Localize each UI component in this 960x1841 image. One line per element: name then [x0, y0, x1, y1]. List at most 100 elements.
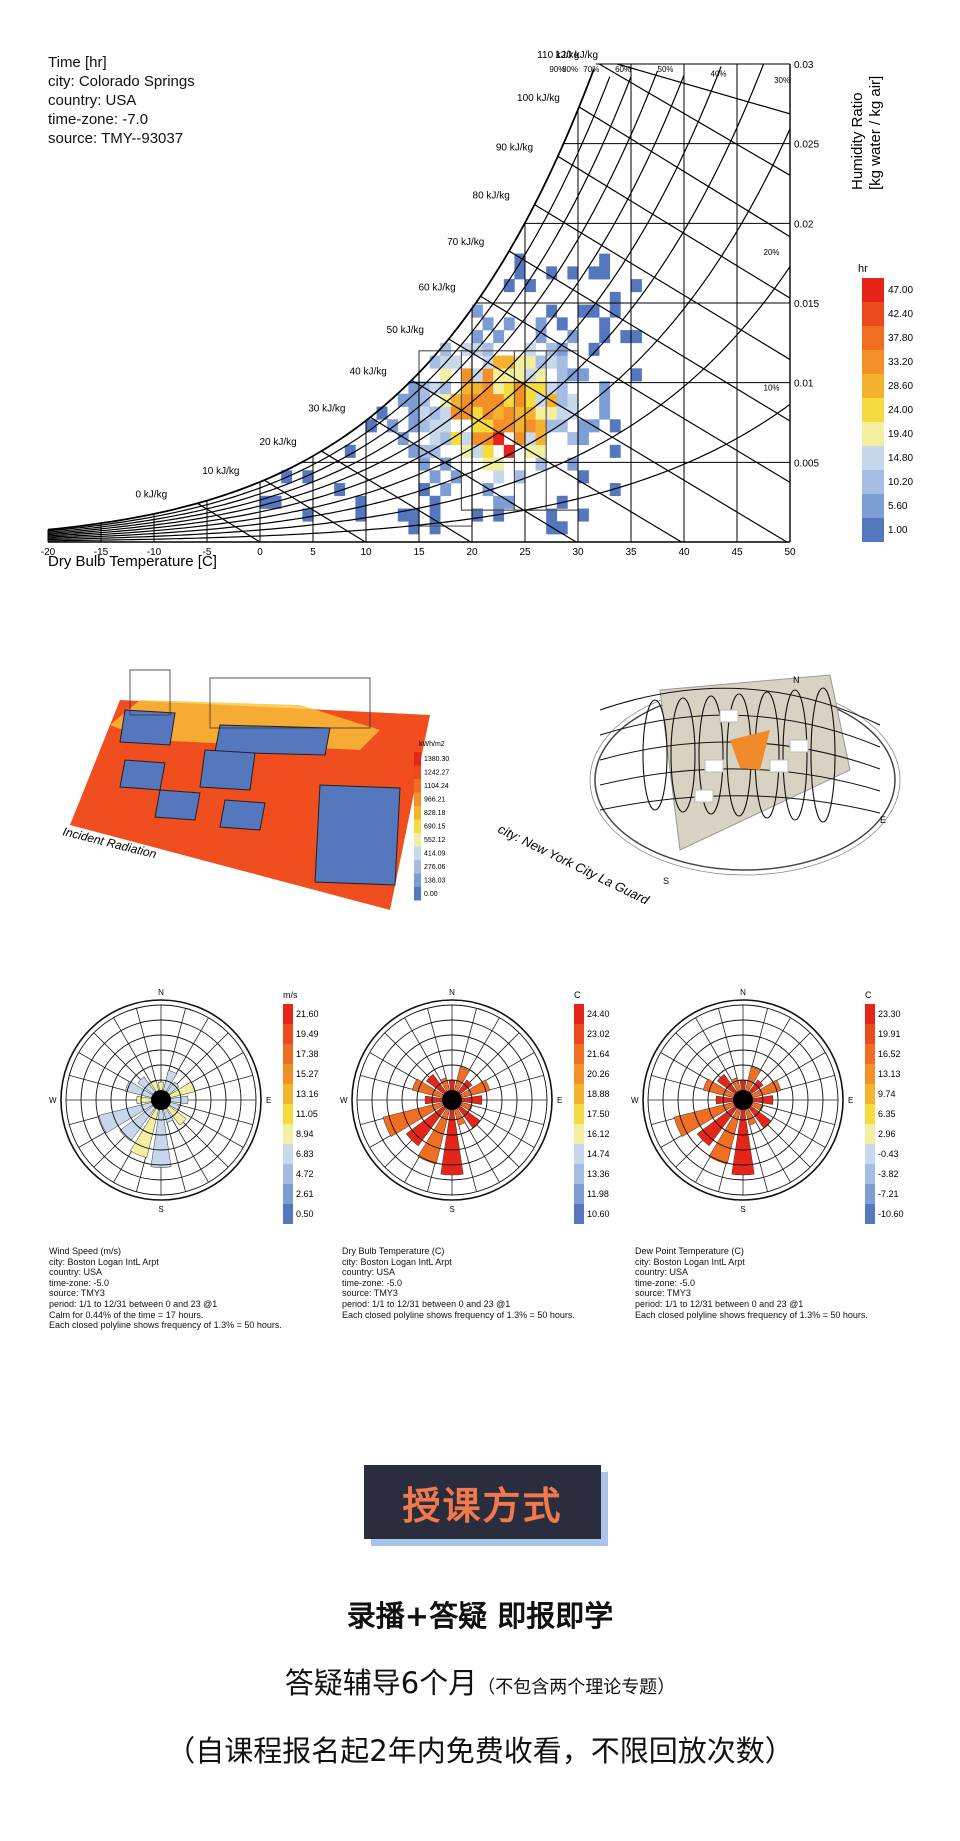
heatmap-cell: [472, 444, 483, 458]
rose-legend-swatch: [865, 1184, 875, 1204]
y-tick-label: 0.015: [794, 299, 819, 310]
legend-unit: hr: [858, 263, 868, 275]
heatmap-cell: [631, 368, 642, 382]
rose-petal: [417, 1099, 453, 1165]
heatmap-cell: [514, 419, 526, 433]
heatmap-cell: [503, 381, 515, 395]
y-tick-label: 0.03: [794, 60, 814, 71]
heatmap-cell: [408, 393, 420, 407]
legend-value: 42.40: [888, 309, 913, 320]
heatmap-cell: [556, 406, 568, 420]
heatmap-cell: [578, 470, 589, 484]
heatmap-cell: [599, 317, 611, 331]
rh-label: 50%: [658, 65, 674, 74]
meta-line: time-zone: -7.0: [48, 111, 149, 128]
enthalpy-label: 120 kJ/kg: [555, 50, 598, 61]
heatmap-cell: [429, 444, 441, 458]
heatmap-cell: [440, 457, 452, 471]
y-tick-label: 0.025: [794, 140, 819, 151]
heatmap-cell: [535, 406, 547, 420]
enthalpy-line: [321, 450, 472, 543]
heatmap-cell: [588, 266, 600, 280]
enthalpy-line: [578, 106, 791, 238]
heatmap-cell: [429, 406, 441, 420]
psychrometric-meta: Time [hr] city: Colorado Springs country…: [48, 53, 195, 148]
rose-legend-value: 16.52: [878, 1049, 901, 1059]
radiation-legend-swatch: [414, 819, 421, 833]
rose-legend-value: 19.91: [878, 1029, 901, 1039]
meta-line: country: USA: [49, 1267, 103, 1278]
rose-direction-e: E: [557, 1096, 562, 1105]
meta-line: Dry Bulb Temperature (C): [342, 1246, 445, 1256]
rose-legend-swatch: [574, 1024, 584, 1044]
heatmap-cell: [376, 406, 388, 420]
rose-legend-value: 15.27: [296, 1069, 319, 1079]
sun-path-loop: [782, 689, 808, 821]
rose-legend-swatch: [283, 1104, 293, 1124]
rose-legend-value: 23.02: [587, 1029, 610, 1039]
rose-ring: [707, 1064, 779, 1136]
meta-line: country: USA: [635, 1267, 689, 1278]
rose-legend-swatch: [283, 1204, 293, 1224]
radiation-legend-value: 0.00: [424, 891, 438, 898]
heatmap-cell: [609, 483, 621, 497]
heatmap-cell: [387, 419, 399, 433]
rose-legend-value: 9.74: [878, 1089, 896, 1099]
rose-petal: [129, 1099, 162, 1158]
building-outline: [209, 677, 371, 729]
direction-north: N: [793, 675, 800, 685]
relative-humidity-curve: [47, 68, 595, 531]
heatmap-cell: [461, 368, 473, 382]
heatmap-cell: [503, 317, 515, 331]
rose-legend-value: 10.60: [587, 1209, 610, 1219]
rose-legend-swatch: [865, 1004, 875, 1024]
heatmap-cell: [429, 470, 441, 484]
enthalpy-label: 30 kJ/kg: [308, 403, 345, 414]
rose-legend-swatch: [283, 1064, 293, 1084]
heatmap-cell: [609, 444, 621, 458]
heatmap-cell: [535, 444, 547, 458]
meta-line: country: USA: [342, 1267, 396, 1278]
sun-path-arc: [599, 795, 881, 814]
heatmap-cell: [599, 406, 611, 420]
heatmap-cell: [472, 406, 483, 420]
x-tick-label: 50: [784, 547, 796, 558]
heatmap-cell: [609, 304, 621, 318]
x-tick-label: 45: [731, 547, 743, 558]
heatmap-cell: [450, 393, 462, 407]
rose-petal: [451, 1095, 483, 1105]
meta-line: source: TMY3: [635, 1288, 691, 1299]
enthalpy-label: 90 kJ/kg: [496, 142, 533, 153]
legend-swatch: [862, 494, 884, 518]
rose-direction-n: N: [449, 988, 455, 997]
heatmap-cell: [514, 253, 526, 267]
rose-legend-swatch: [283, 1084, 293, 1104]
heatmap-cell: [440, 432, 452, 446]
heatmap-cell: [493, 495, 505, 509]
heatmap-cell: [366, 419, 377, 433]
radiation-legend-value: 1380.30: [424, 756, 449, 763]
rose-legend-value: 0.50: [296, 1209, 314, 1219]
heatmap-cell: [461, 393, 473, 407]
rose-meta-dewpoint: Dew Point Temperature (C) city: Boston L…: [635, 1246, 868, 1320]
heatmap-cell: [503, 406, 515, 420]
heatmap-cell: [535, 330, 547, 344]
heatmap-cell: [556, 317, 568, 331]
legend-swatch: [862, 398, 884, 422]
rose-direction-s: S: [740, 1205, 745, 1214]
rose-legend-swatch: [574, 1204, 584, 1224]
heatmap-cell: [472, 304, 483, 318]
heatmap-cell: [440, 342, 452, 356]
heatmap-cell: [355, 508, 367, 522]
rose-legend-swatch: [574, 1144, 584, 1164]
rh-label: 80%: [562, 65, 578, 74]
legend-value: 47.00: [888, 285, 913, 296]
building-outline: [129, 669, 171, 716]
heatmap-cell: [556, 368, 568, 382]
rose-legend-value: -3.82: [878, 1169, 899, 1179]
heatmap-cell: [535, 368, 547, 382]
rose-center: [442, 1090, 462, 1110]
rose-legend-swatch: [574, 1044, 584, 1064]
building-footprint: [314, 784, 401, 886]
x-tick-label: 30: [572, 547, 584, 558]
